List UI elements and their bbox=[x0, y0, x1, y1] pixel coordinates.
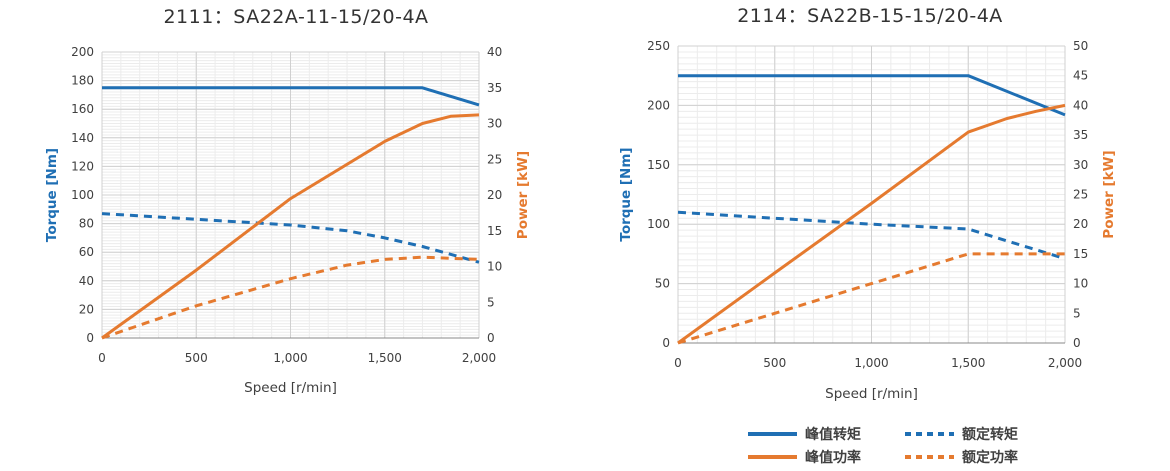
y2-tick-label: 15 bbox=[1073, 247, 1088, 261]
x-tick-label: 2,000 bbox=[462, 351, 496, 365]
y-tick-label: 150 bbox=[647, 158, 670, 172]
y-tick-label: 120 bbox=[71, 159, 94, 173]
legend-label-peak-torque: 峰值转矩 bbox=[805, 426, 861, 443]
y2-tick-label: 10 bbox=[487, 260, 502, 274]
y2-tick-label: 35 bbox=[487, 81, 502, 95]
y2-tick-label: 40 bbox=[1073, 98, 1088, 112]
y-tick-label: 40 bbox=[79, 274, 94, 288]
y2-tick-label: 25 bbox=[1073, 188, 1088, 202]
x-tick-label: 1,000 bbox=[854, 356, 888, 370]
x-tick-label: 0 bbox=[98, 351, 106, 365]
peak-power-line bbox=[677, 103, 1066, 345]
x-tick-label: 500 bbox=[185, 351, 208, 365]
chart-2114: 2114：SA22B-15-15/20-4A0 500 1,000 1,500 2,00… bbox=[618, 5, 1117, 402]
grid bbox=[677, 45, 1066, 344]
y-tick-label: 0 bbox=[86, 331, 94, 345]
y-tick-label: 60 bbox=[79, 245, 94, 259]
y2-tick-label: 5 bbox=[487, 295, 495, 309]
chart-title: 2111：SA22A-11-15/20-4A bbox=[163, 6, 428, 28]
x-tick-label: 2,000 bbox=[1048, 356, 1082, 370]
y2-tick-label: 0 bbox=[487, 331, 495, 345]
chart-2111: 2111：SA22A-11-15/20-4A0 500 1,000 1,500 2,00… bbox=[44, 6, 531, 396]
y2-tick-label: 35 bbox=[1073, 128, 1088, 142]
legend-label-rated-power: 额定功率 bbox=[962, 449, 1018, 466]
y-tick-label: 100 bbox=[647, 217, 670, 231]
grid bbox=[101, 51, 480, 339]
y-tick-label: 80 bbox=[79, 217, 94, 231]
y2-tick-label: 5 bbox=[1073, 306, 1081, 320]
y-tick-label: 250 bbox=[647, 39, 670, 53]
y2-tick-label: 40 bbox=[487, 45, 502, 59]
x-tick-label: 1,500 bbox=[368, 351, 402, 365]
y-tick-label: 50 bbox=[655, 277, 670, 291]
y-tick-label: 160 bbox=[71, 102, 94, 116]
x-tick-label: 1,500 bbox=[951, 356, 985, 370]
y2-tick-label: 10 bbox=[1073, 277, 1088, 291]
y-tick-label: 140 bbox=[71, 131, 94, 145]
y2-axis-label-power: Power [kW] bbox=[1101, 150, 1117, 238]
y2-tick-label: 50 bbox=[1073, 39, 1088, 53]
y-tick-label: 20 bbox=[79, 302, 94, 316]
x-tick-label: 1,000 bbox=[273, 351, 307, 365]
legend: 峰值转矩 额定转矩 峰值功率 额定功率 bbox=[748, 426, 1018, 466]
y-tick-label: 200 bbox=[647, 98, 670, 112]
x-axis-label: Speed [r/min] bbox=[244, 380, 337, 396]
rated-power-line bbox=[677, 252, 1065, 345]
y-axis-label-torque: Torque [Nm] bbox=[618, 147, 634, 241]
y2-tick-label: 0 bbox=[1073, 336, 1081, 350]
y-tick-label: 100 bbox=[71, 188, 94, 202]
y2-tick-label: 25 bbox=[487, 152, 502, 166]
y-axis-label-torque: Torque [Nm] bbox=[44, 148, 60, 242]
peak-torque-line bbox=[678, 74, 1066, 117]
y2-tick-label: 45 bbox=[1073, 69, 1088, 83]
y2-tick-label: 15 bbox=[487, 224, 502, 238]
y2-tick-label: 30 bbox=[487, 117, 502, 131]
chart-title: 2114：SA22B-15-15/20-4A bbox=[737, 5, 1003, 27]
x-tick-label: 500 bbox=[763, 356, 786, 370]
rated-torque-line bbox=[101, 212, 480, 264]
peak-power-line bbox=[101, 113, 480, 340]
y-tick-label: 0 bbox=[662, 336, 670, 350]
x-tick-label: 0 bbox=[674, 356, 682, 370]
rated-torque-line bbox=[677, 210, 1066, 261]
y-tick-label: 180 bbox=[71, 74, 94, 88]
legend-label-peak-power: 峰值功率 bbox=[805, 449, 861, 466]
y2-tick-label: 20 bbox=[1073, 217, 1088, 231]
rated-power-line bbox=[101, 255, 480, 340]
y-tick-label: 200 bbox=[71, 45, 94, 59]
y2-tick-label: 30 bbox=[1073, 158, 1088, 172]
peak-torque-line bbox=[102, 86, 480, 107]
y2-tick-label: 20 bbox=[487, 188, 502, 202]
y2-axis-label-power: Power [kW] bbox=[515, 151, 531, 239]
legend-label-rated-torque: 额定转矩 bbox=[962, 426, 1018, 443]
x-axis-label: Speed [r/min] bbox=[825, 386, 918, 402]
